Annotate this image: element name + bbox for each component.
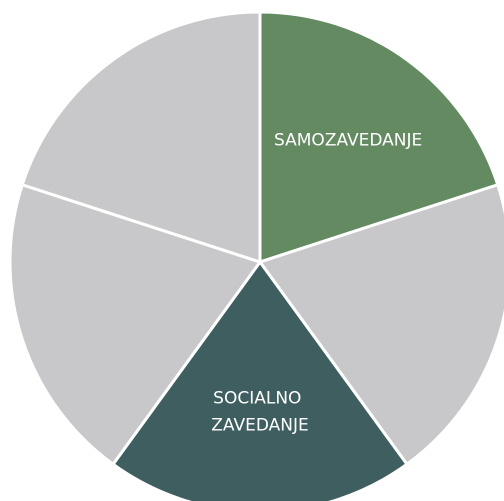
pie-slice [258, 183, 504, 466]
pie-slice [20, 10, 262, 264]
slice-label: SOCIALNO ZAVEDANJE [211, 389, 308, 436]
pie-slice [111, 260, 409, 501]
pie-slice [8, 183, 262, 466]
pie-slice [258, 10, 500, 264]
slice-label: SAMOZAVEDANJE [274, 131, 422, 151]
